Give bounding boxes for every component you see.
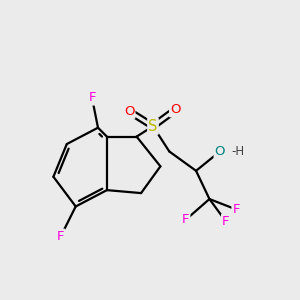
Text: F: F: [57, 230, 64, 243]
Text: O: O: [124, 105, 134, 118]
Text: F: F: [88, 92, 96, 104]
Text: F: F: [232, 203, 240, 216]
Text: O: O: [214, 145, 225, 158]
Text: F: F: [222, 215, 230, 228]
Text: -H: -H: [231, 145, 244, 158]
Text: O: O: [170, 103, 181, 116]
Text: F: F: [182, 213, 189, 226]
Text: S: S: [148, 119, 158, 134]
